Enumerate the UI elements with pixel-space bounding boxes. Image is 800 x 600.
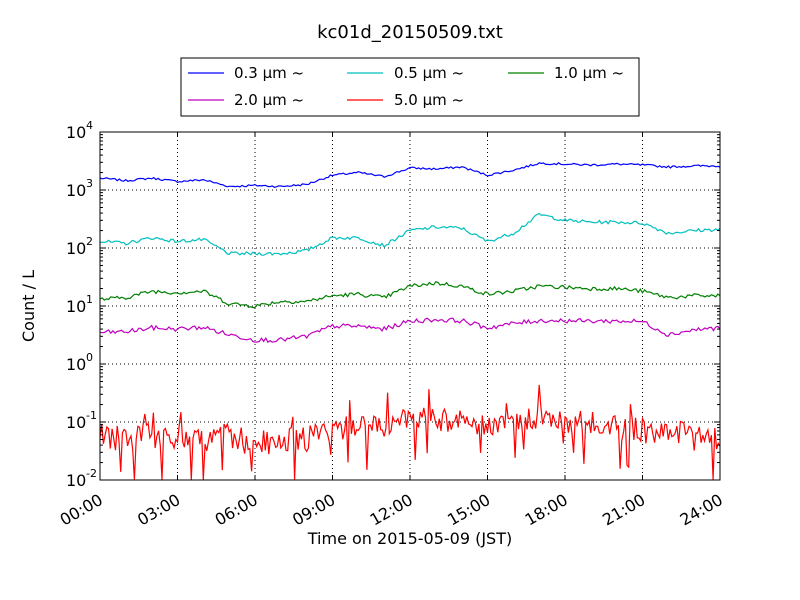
y-tick-label-exponent: 1 bbox=[86, 293, 93, 306]
legend-box bbox=[180, 57, 640, 117]
y-tick-label: 10 bbox=[66, 413, 86, 432]
y-tick-label-exponent: -1 bbox=[86, 409, 97, 422]
y-tick-label-exponent: 4 bbox=[86, 119, 93, 132]
legend-label-4: 5.0 μm ~ bbox=[394, 91, 464, 109]
grid-lines bbox=[100, 132, 720, 480]
y-tick-label: 10 bbox=[66, 297, 86, 316]
legend-label-3: 2.0 μm ~ bbox=[234, 91, 304, 109]
legend-label-2: 1.0 μm ~ bbox=[554, 64, 624, 82]
y-tick-label-exponent: 2 bbox=[86, 235, 93, 248]
series-line-2 bbox=[99, 280, 721, 309]
y-tick-label: 10 bbox=[66, 239, 86, 258]
series-line-1 bbox=[99, 212, 721, 256]
y-axis-label: Count / L bbox=[19, 270, 38, 342]
legend-label-0: 0.3 μm ~ bbox=[234, 64, 304, 82]
y-tick-label: 10 bbox=[66, 471, 86, 490]
x-axis-label: Time on 2015-05-09 (JST) bbox=[307, 529, 512, 548]
legend: 0.3 μm ~ 0.5 μm ~ 1.0 μm ~ 2.0 μm ~ 5.0 μm ~ bbox=[180, 57, 640, 117]
chart-title: kc01d_20150509.txt bbox=[317, 22, 503, 43]
series-line-3 bbox=[99, 317, 721, 344]
y-tick-label: 10 bbox=[66, 123, 86, 142]
axis-ticks bbox=[99, 131, 721, 481]
y-tick-label-exponent: 0 bbox=[86, 351, 93, 364]
series-line-0 bbox=[99, 162, 721, 188]
y-tick-label: 10 bbox=[66, 181, 86, 200]
y-tick-label-exponent: 3 bbox=[86, 177, 93, 190]
y-tick-label-exponent: -2 bbox=[86, 467, 97, 480]
y-tick-label: 10 bbox=[66, 355, 86, 374]
legend-label-1: 0.5 μm ~ bbox=[394, 64, 464, 82]
